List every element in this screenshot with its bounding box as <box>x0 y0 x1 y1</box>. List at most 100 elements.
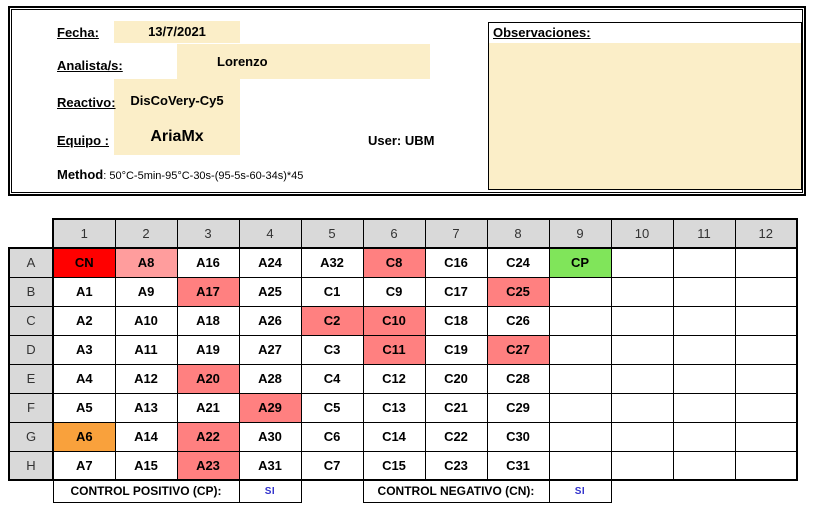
well-B4-A25[interactable]: A25 <box>238 276 302 307</box>
well-H10[interactable] <box>610 450 674 481</box>
observaciones-field[interactable] <box>489 43 801 189</box>
well-G8-C30[interactable]: C30 <box>486 421 550 452</box>
well-D7-C19[interactable]: C19 <box>424 334 488 365</box>
well-C11[interactable] <box>672 305 736 336</box>
well-H6-C15[interactable]: C15 <box>362 450 426 481</box>
well-F7-C21[interactable]: C21 <box>424 392 488 423</box>
well-C5-C2[interactable]: C2 <box>300 305 364 336</box>
well-B12[interactable] <box>734 276 798 307</box>
well-H8-C31[interactable]: C31 <box>486 450 550 481</box>
well-A4-A24[interactable]: A24 <box>238 247 302 278</box>
well-A10[interactable] <box>610 247 674 278</box>
well-B5-C1[interactable]: C1 <box>300 276 364 307</box>
well-D6-C11[interactable]: C11 <box>362 334 426 365</box>
well-B1-A1[interactable]: A1 <box>52 276 116 307</box>
well-B10[interactable] <box>610 276 674 307</box>
well-F1-A5[interactable]: A5 <box>52 392 116 423</box>
well-G7-C22[interactable]: C22 <box>424 421 488 452</box>
well-G11[interactable] <box>672 421 736 452</box>
well-H2-A15[interactable]: A15 <box>114 450 178 481</box>
well-D9[interactable] <box>548 334 612 365</box>
well-E11[interactable] <box>672 363 736 394</box>
well-E2-A12[interactable]: A12 <box>114 363 178 394</box>
well-F9[interactable] <box>548 392 612 423</box>
well-D10[interactable] <box>610 334 674 365</box>
well-C10[interactable] <box>610 305 674 336</box>
well-A12[interactable] <box>734 247 798 278</box>
well-F8-C29[interactable]: C29 <box>486 392 550 423</box>
well-F2-A13[interactable]: A13 <box>114 392 178 423</box>
well-H3-A23[interactable]: A23 <box>176 450 240 481</box>
well-G2-A14[interactable]: A14 <box>114 421 178 452</box>
well-A2-A8[interactable]: A8 <box>114 247 178 278</box>
well-C9[interactable] <box>548 305 612 336</box>
well-E3-A20[interactable]: A20 <box>176 363 240 394</box>
well-C3-A18[interactable]: A18 <box>176 305 240 336</box>
well-E5-C4[interactable]: C4 <box>300 363 364 394</box>
well-G6-C14[interactable]: C14 <box>362 421 426 452</box>
well-H1-A7[interactable]: A7 <box>52 450 116 481</box>
well-C6-C10[interactable]: C10 <box>362 305 426 336</box>
well-G9[interactable] <box>548 421 612 452</box>
well-G12[interactable] <box>734 421 798 452</box>
well-G5-C6[interactable]: C6 <box>300 421 364 452</box>
well-D5-C3[interactable]: C3 <box>300 334 364 365</box>
well-D2-A11[interactable]: A11 <box>114 334 178 365</box>
equipo-field[interactable]: AriaMx <box>150 128 204 145</box>
well-A8-C24[interactable]: C24 <box>486 247 550 278</box>
well-A11[interactable] <box>672 247 736 278</box>
well-H7-C23[interactable]: C23 <box>424 450 488 481</box>
well-F3-A21[interactable]: A21 <box>176 392 240 423</box>
well-D3-A19[interactable]: A19 <box>176 334 240 365</box>
well-H12[interactable] <box>734 450 798 481</box>
well-E4-A28[interactable]: A28 <box>238 363 302 394</box>
well-C7-C18[interactable]: C18 <box>424 305 488 336</box>
well-H5-C7[interactable]: C7 <box>300 450 364 481</box>
well-C1-A2[interactable]: A2 <box>52 305 116 336</box>
well-D11[interactable] <box>672 334 736 365</box>
well-E8-C28[interactable]: C28 <box>486 363 550 394</box>
well-F11[interactable] <box>672 392 736 423</box>
well-A1-CN[interactable]: CN <box>52 247 116 278</box>
well-B11[interactable] <box>672 276 736 307</box>
positive-control-value[interactable]: SI <box>238 479 302 503</box>
well-A5-A32[interactable]: A32 <box>300 247 364 278</box>
well-G1-A6[interactable]: A6 <box>52 421 116 452</box>
well-F5-C5[interactable]: C5 <box>300 392 364 423</box>
well-H9[interactable] <box>548 450 612 481</box>
well-B8-C25[interactable]: C25 <box>486 276 550 307</box>
well-C8-C26[interactable]: C26 <box>486 305 550 336</box>
reactivo-equipo-field-background[interactable] <box>114 79 240 155</box>
well-G10[interactable] <box>610 421 674 452</box>
well-F4-A29[interactable]: A29 <box>238 392 302 423</box>
well-H4-A31[interactable]: A31 <box>238 450 302 481</box>
well-G4-A30[interactable]: A30 <box>238 421 302 452</box>
well-B3-A17[interactable]: A17 <box>176 276 240 307</box>
reactivo-field[interactable]: DisCoVery-Cy5 <box>130 93 224 108</box>
well-A9-CP[interactable]: CP <box>548 247 612 278</box>
well-C4-A26[interactable]: A26 <box>238 305 302 336</box>
well-H11[interactable] <box>672 450 736 481</box>
well-B7-C17[interactable]: C17 <box>424 276 488 307</box>
well-A3-A16[interactable]: A16 <box>176 247 240 278</box>
well-D8-C27[interactable]: C27 <box>486 334 550 365</box>
well-A6-C8[interactable]: C8 <box>362 247 426 278</box>
well-F6-C13[interactable]: C13 <box>362 392 426 423</box>
well-A7-C16[interactable]: C16 <box>424 247 488 278</box>
well-D4-A27[interactable]: A27 <box>238 334 302 365</box>
negative-control-value[interactable]: SI <box>548 479 612 503</box>
well-C12[interactable] <box>734 305 798 336</box>
well-F10[interactable] <box>610 392 674 423</box>
well-B2-A9[interactable]: A9 <box>114 276 178 307</box>
well-B9[interactable] <box>548 276 612 307</box>
well-G3-A22[interactable]: A22 <box>176 421 240 452</box>
well-F12[interactable] <box>734 392 798 423</box>
well-E7-C20[interactable]: C20 <box>424 363 488 394</box>
well-E6-C12[interactable]: C12 <box>362 363 426 394</box>
well-C2-A10[interactable]: A10 <box>114 305 178 336</box>
well-B6-C9[interactable]: C9 <box>362 276 426 307</box>
well-E12[interactable] <box>734 363 798 394</box>
well-E1-A4[interactable]: A4 <box>52 363 116 394</box>
analista-field[interactable]: Lorenzo <box>177 44 430 79</box>
well-E10[interactable] <box>610 363 674 394</box>
